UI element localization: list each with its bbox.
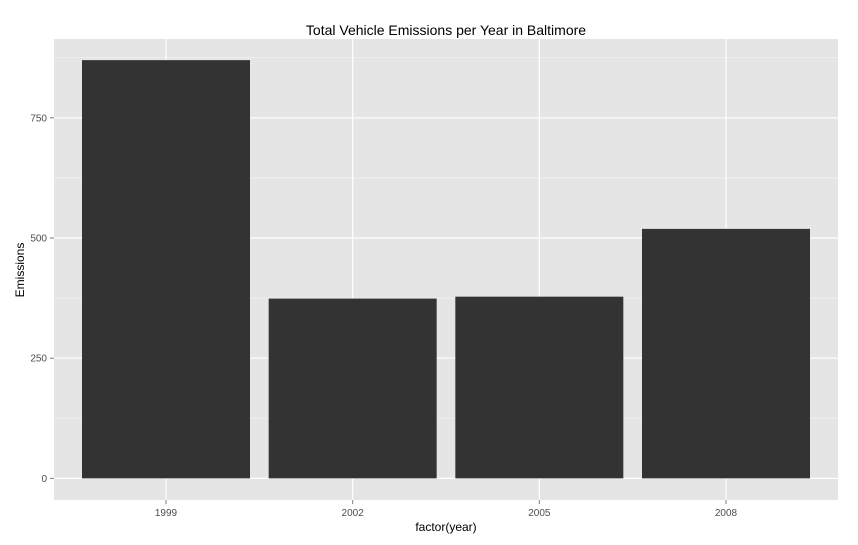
y-axis-ticks: 0 250 500 750 xyxy=(30,113,54,485)
y-tick-label: 0 xyxy=(41,474,47,485)
x-tick-label: 2002 xyxy=(342,508,365,519)
chart-title: Total Vehicle Emissions per Year in Balt… xyxy=(306,22,586,38)
y-axis-title: Emissions xyxy=(13,243,27,298)
bar-2008 xyxy=(642,228,810,479)
y-tick-label: 500 xyxy=(30,234,47,245)
bar-2002 xyxy=(268,298,437,479)
bars xyxy=(82,60,810,479)
x-tick-label: 2008 xyxy=(715,508,738,519)
y-tick-label: 750 xyxy=(30,113,47,124)
y-tick-label: 250 xyxy=(30,354,47,365)
x-tick-label: 1999 xyxy=(155,508,178,519)
x-axis-title: factor(year) xyxy=(415,520,476,534)
x-axis-ticks: 1999 2002 2005 2008 xyxy=(155,500,738,519)
x-tick-label: 2005 xyxy=(528,508,551,519)
bar-2005 xyxy=(455,296,624,479)
bar-1999 xyxy=(82,60,250,479)
